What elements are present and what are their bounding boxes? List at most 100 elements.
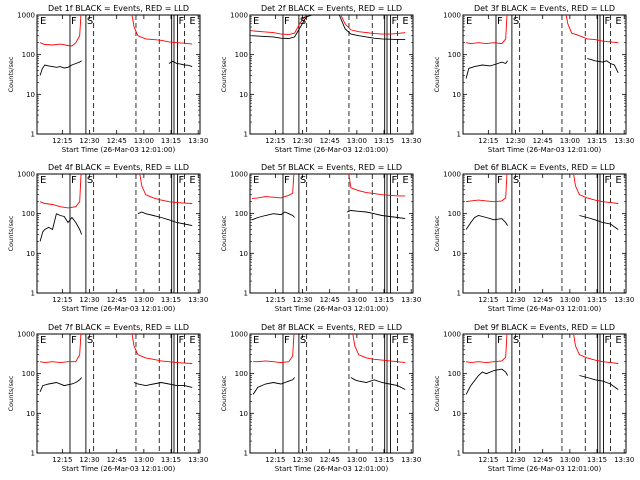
region-marker-label: E: [615, 175, 621, 186]
y-tick-label: 100: [235, 51, 248, 59]
lld-rate-line: [466, 174, 508, 203]
panel-title: Det 4f BLACK = Events, RED = LLD: [48, 163, 189, 172]
y-tick-label: 10: [26, 91, 35, 99]
x-tick-label: 12:15: [478, 296, 498, 304]
region-marker-label: F: [178, 175, 184, 186]
events-rate-line: [346, 210, 406, 220]
x-tick-label: 13:30: [188, 456, 208, 464]
x-axis-label: Start Time (26-Mar-03 12:01:00): [62, 465, 176, 473]
events-rate-line: [251, 15, 313, 39]
y-tick-label: 1000: [230, 12, 248, 20]
y-tick-label: 1000: [17, 331, 35, 339]
region-marker-label: E: [402, 175, 408, 186]
lld-rate-line: [131, 15, 193, 45]
region-marker-label: S: [513, 16, 519, 27]
events-rate-line: [133, 382, 193, 388]
y-axis-label: Counts/sec: [220, 56, 228, 92]
plot-frame: [36, 173, 201, 294]
region-marker-label: E: [189, 175, 195, 186]
y-tick-label: 10: [452, 410, 461, 418]
y-tick-label: 10: [26, 250, 35, 258]
y-tick-label: 1: [457, 450, 461, 458]
plot-frame: [249, 333, 414, 454]
y-tick-label: 1000: [443, 12, 461, 20]
events-rate-line: [252, 377, 295, 395]
x-tick-label: 13:15: [374, 137, 394, 145]
region-marker-label: S: [300, 175, 306, 186]
region-marker-label: F: [71, 175, 77, 186]
plot-frame: [249, 14, 414, 135]
region-marker-label: F: [284, 175, 290, 186]
region-marker-label: F: [497, 16, 503, 27]
region-marker-label: E: [253, 16, 259, 27]
x-tick-label: 12:15: [52, 456, 72, 464]
region-marker-label: F: [178, 16, 184, 27]
plot-area: [252, 334, 406, 453]
lld-rate-line: [251, 15, 308, 36]
x-tick-label: 13:00: [560, 137, 580, 145]
panel-title: Det 8f BLACK = Events, RED = LLD: [261, 323, 402, 332]
x-tick-label: 12:15: [52, 296, 72, 304]
x-tick-label: 12:30: [292, 296, 312, 304]
x-tick-label: 13:30: [614, 456, 634, 464]
x-axis-label: Start Time (26-Mar-03 12:01:00): [488, 465, 602, 473]
region-marker-label: E: [615, 16, 621, 27]
x-tick-label: 13:15: [587, 137, 607, 145]
x-tick-label: 12:45: [533, 137, 553, 145]
x-tick-label: 13:00: [560, 456, 580, 464]
x-tick-label: 12:45: [107, 456, 127, 464]
y-tick-label: 1000: [230, 171, 248, 179]
y-tick-label: 100: [235, 210, 248, 218]
x-tick-label: 12:30: [505, 296, 525, 304]
x-tick-label: 13:00: [134, 456, 154, 464]
lld-rate-line: [466, 334, 508, 364]
y-axis-label: Counts/sec: [433, 215, 441, 251]
detector-panel: Det 6f BLACK = Events, RED = LLD 1 10 100 10…: [433, 163, 634, 313]
x-tick-label: 13:30: [401, 456, 421, 464]
region-marker-label: E: [402, 16, 408, 27]
events-rate-line: [579, 215, 619, 230]
detector-panel: Det 7f BLACK = Events, RED = LLD 1 10 100 10…: [7, 323, 208, 473]
x-tick-label: 12:45: [107, 296, 127, 304]
plot-frame: [36, 333, 201, 454]
region-marker-label: F: [604, 175, 610, 186]
x-tick-label: 13:15: [161, 137, 181, 145]
y-tick-label: 100: [22, 210, 35, 218]
y-tick-label: 100: [22, 51, 35, 59]
x-tick-label: 12:45: [320, 296, 340, 304]
y-tick-label: 10: [239, 91, 248, 99]
region-marker-label: S: [300, 335, 306, 346]
plot-area: [39, 174, 193, 293]
plot-frame: [462, 333, 627, 454]
x-tick-label: 12:15: [52, 137, 72, 145]
plot-frame: [249, 173, 414, 294]
x-tick-label: 13:00: [347, 456, 367, 464]
x-axis-label: Start Time (26-Mar-03 12:01:00): [275, 465, 389, 473]
region-marker-label: F: [604, 16, 610, 27]
events-rate-line: [168, 60, 193, 68]
plot-area: [39, 334, 193, 453]
region-marker-label: E: [40, 16, 46, 27]
detector-panel: Det 3f BLACK = Events, RED = LLD 1 10 100 10…: [433, 4, 634, 154]
region-marker-label: S: [300, 16, 306, 27]
y-tick-label: 1000: [443, 331, 461, 339]
y-axis-label: Counts/sec: [220, 215, 228, 251]
x-tick-label: 13:15: [587, 296, 607, 304]
x-tick-label: 13:15: [374, 456, 394, 464]
x-axis-label: Start Time (26-Mar-03 12:01:00): [275, 305, 389, 313]
y-tick-label: 10: [452, 250, 461, 258]
x-tick-label: 13:30: [401, 296, 421, 304]
region-marker-label: E: [189, 335, 195, 346]
region-marker-label: S: [513, 175, 519, 186]
region-marker-label: F: [604, 335, 610, 346]
x-tick-label: 12:15: [265, 456, 285, 464]
y-axis-label: Counts/sec: [7, 215, 15, 251]
lld-rate-line: [348, 174, 406, 197]
events-rate-line: [587, 58, 619, 73]
x-tick-label: 13:15: [161, 456, 181, 464]
detector-panel: Det 8f BLACK = Events, RED = LLD 1 10 100 10…: [220, 323, 421, 473]
plot-area: [465, 174, 619, 293]
x-tick-label: 13:30: [401, 137, 421, 145]
events-rate-line: [579, 375, 619, 390]
x-axis-label: Start Time (26-Mar-03 12:01:00): [275, 146, 389, 154]
